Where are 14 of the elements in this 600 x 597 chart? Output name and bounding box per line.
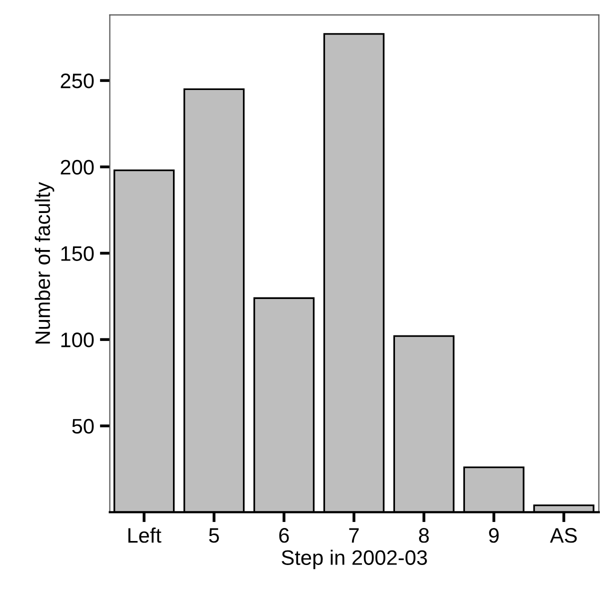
x-tick-label: 6 xyxy=(279,528,289,543)
y-tick-label: 100 xyxy=(61,332,94,348)
x-tick-label: 9 xyxy=(489,528,499,543)
y-tick-label: 150 xyxy=(61,246,94,261)
y-axis-title: Number of faculty xyxy=(34,182,54,344)
y-tick-label: 200 xyxy=(60,160,94,175)
y-tick-label: 50 xyxy=(72,418,94,434)
y-tick-label: 250 xyxy=(60,74,94,88)
x-axis-title: Step in 2002-03 xyxy=(282,550,427,570)
x-tick-label: 7 xyxy=(349,528,359,543)
x-tick-label: Left xyxy=(128,528,162,543)
x-tick-label: AS xyxy=(550,528,577,543)
x-tick-label: 8 xyxy=(419,528,429,543)
x-tick-label: 5 xyxy=(209,528,219,543)
